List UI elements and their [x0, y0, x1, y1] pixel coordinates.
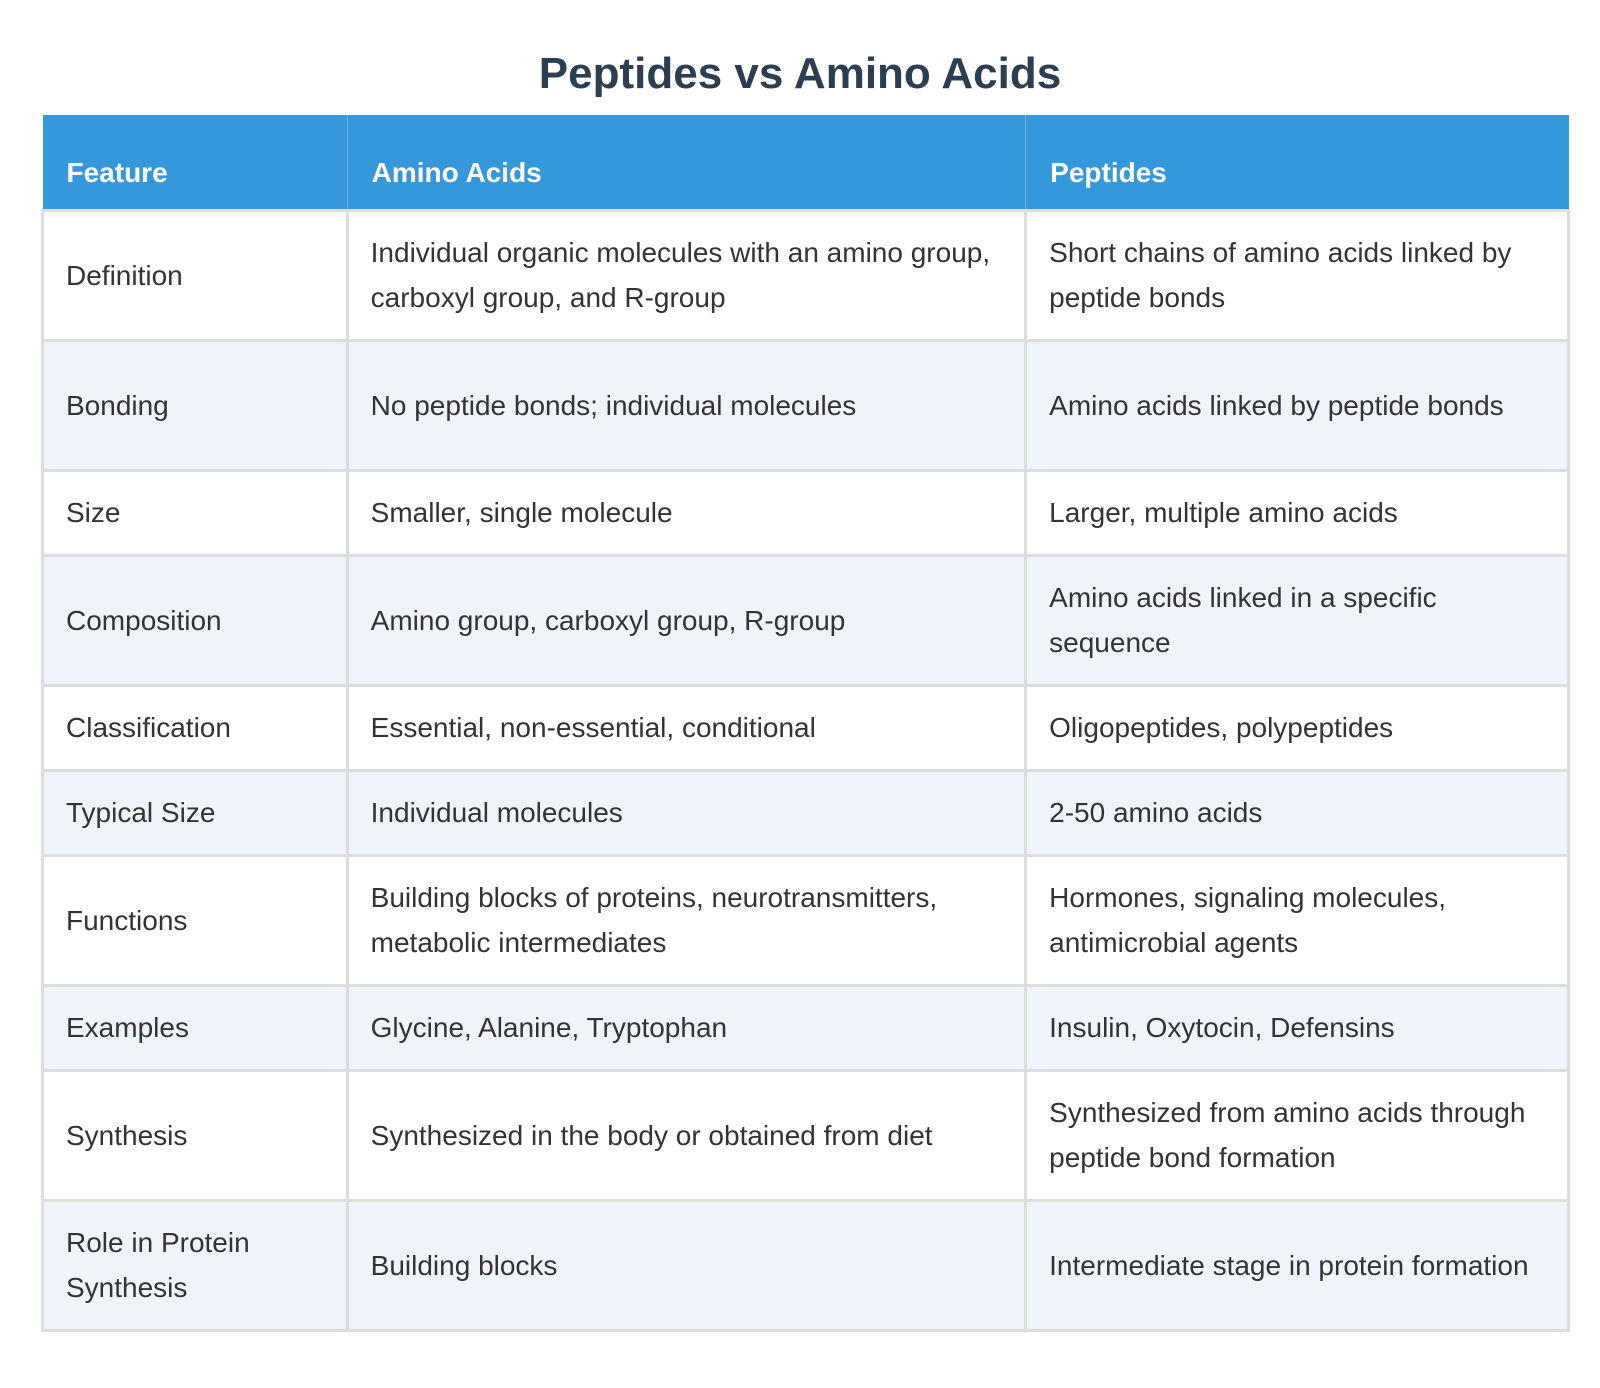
cell-amino-acids: Individual organic molecules with an ami…	[345, 208, 1028, 342]
cell-amino-acids: Building blocks of proteins, neurotransm…	[345, 853, 1028, 987]
comparison-table: Feature Amino Acids Peptides Definition I…	[41, 115, 1570, 1332]
cell-peptides: 2-50 amino acids	[1024, 768, 1570, 857]
cell-peptides: Hormones, signaling molecules, antimicro…	[1024, 853, 1570, 987]
cell-feature: Size	[41, 468, 349, 557]
table-row: Classification Essential, non-essential, …	[41, 683, 1570, 772]
cell-peptides: Oligopeptides, polypeptides	[1024, 683, 1570, 772]
header-row: Feature Amino Acids Peptides	[42, 115, 1569, 210]
cell-amino-acids: Building blocks	[345, 1198, 1028, 1332]
cell-peptides: Insulin, Oxytocin, Defensins	[1024, 983, 1570, 1072]
cell-peptides: Amino acids linked by peptide bonds	[1024, 338, 1570, 472]
cell-feature: Examples	[41, 983, 349, 1072]
table-row: Role in Protein Synthesis Building blocks…	[41, 1198, 1570, 1332]
cell-feature: Synthesis	[41, 1068, 349, 1202]
cell-amino-acids: No peptide bonds; individual molecules	[345, 338, 1028, 472]
cell-feature: Typical Size	[41, 768, 349, 857]
cell-amino-acids: Individual molecules	[345, 768, 1028, 857]
cell-peptides: Intermediate stage in protein formation	[1024, 1198, 1570, 1332]
table-row: Composition Amino group, carboxyl group, …	[41, 553, 1570, 687]
cell-peptides: Synthesized from amino acids through pep…	[1024, 1068, 1570, 1202]
table-row: Typical Size Individual molecules 2-50 ami…	[41, 768, 1570, 857]
table-row: Examples Glycine, Alanine, Tryptophan Insu…	[41, 983, 1570, 1072]
cell-feature: Bonding	[41, 338, 349, 472]
cell-amino-acids: Synthesized in the body or obtained from…	[345, 1068, 1028, 1202]
table-row: Synthesis Synthesized in the body or obta…	[41, 1068, 1570, 1202]
cell-amino-acids: Smaller, single molecule	[345, 468, 1028, 557]
cell-peptides: Short chains of amino acids linked by pe…	[1024, 208, 1570, 342]
cell-feature: Functions	[41, 853, 349, 987]
table-row: Functions Building blocks of proteins, ne…	[41, 853, 1570, 987]
cell-amino-acids: Glycine, Alanine, Tryptophan	[345, 983, 1028, 1072]
table-row: Size Smaller, single molecule Larger, mult…	[41, 468, 1570, 557]
page-title: Peptides vs Amino Acids	[538, 49, 1062, 98]
cell-amino-acids: Amino group, carboxyl group, R-group	[345, 553, 1028, 687]
table-row: Definition Individual organic molecules w…	[41, 208, 1570, 342]
cell-feature: Definition	[41, 208, 349, 342]
cell-feature: Role in Protein Synthesis	[41, 1198, 349, 1332]
cell-peptides: Amino acids linked in a specific sequenc…	[1024, 553, 1570, 687]
table-row: Bonding No peptide bonds; individual mole…	[41, 338, 1570, 472]
cell-feature: Classification	[41, 683, 349, 772]
cell-feature: Composition	[41, 553, 349, 687]
header-amino-acids: Amino Acids	[347, 115, 1027, 210]
cell-peptides: Larger, multiple amino acids	[1024, 468, 1570, 557]
cell-amino-acids: Essential, non-essential, conditional	[345, 683, 1028, 772]
header-feature: Feature	[42, 115, 348, 210]
header-peptides: Peptides	[1025, 115, 1569, 210]
